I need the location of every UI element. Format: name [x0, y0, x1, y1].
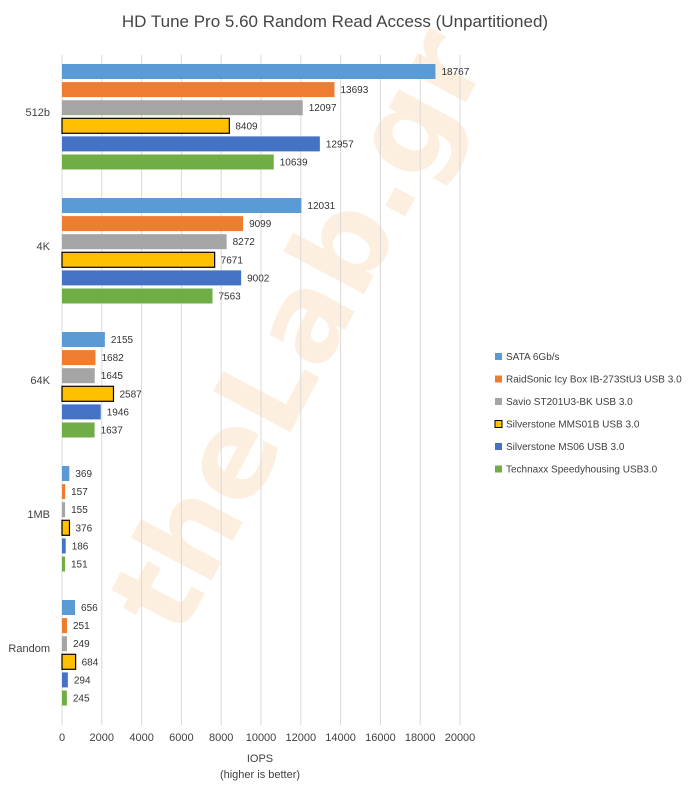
bar — [62, 368, 95, 384]
x-tick-label: 2000 — [90, 732, 114, 744]
bar — [61, 117, 230, 134]
data-label: 12957 — [326, 139, 354, 150]
legend-label: Savio ST201U3-BK USB 3.0 — [506, 397, 633, 408]
x-axis-title: IOPS — [247, 753, 273, 765]
data-label: 376 — [75, 523, 92, 534]
legend-swatch — [495, 353, 502, 360]
data-label: 1645 — [101, 371, 124, 382]
bar — [61, 519, 71, 536]
x-tick-label: 6000 — [169, 732, 193, 744]
chart-title: HD Tune Pro 5.60 Random Read Access (Unp… — [122, 12, 548, 31]
data-label: 18767 — [441, 67, 469, 78]
x-tick-label: 0 — [59, 732, 65, 744]
legend-label: Silverstone MMS01B USB 3.0 — [506, 420, 640, 431]
bar — [61, 251, 216, 268]
data-label: 245 — [73, 694, 90, 705]
bar — [62, 136, 320, 152]
category-label: 4K — [37, 241, 51, 253]
bar — [62, 288, 213, 304]
x-tick-label: 16000 — [365, 732, 396, 744]
bar — [62, 216, 244, 232]
data-label: 249 — [73, 639, 90, 650]
legend-swatch — [495, 443, 502, 450]
data-label: 656 — [81, 603, 98, 614]
category-labels: 512b 4K 64K 1MB Random — [8, 107, 50, 655]
bar — [62, 198, 302, 213]
bars — [61, 64, 436, 706]
data-label: 294 — [74, 675, 91, 686]
legend: SATA 6Gb/s RaidSonic Icy Box IB-273StU3 U… — [494, 352, 682, 476]
data-label: 251 — [73, 621, 90, 632]
data-label: 9002 — [247, 273, 270, 284]
x-tick-label: 8000 — [209, 732, 233, 744]
bar — [62, 422, 95, 438]
bar — [62, 154, 274, 170]
bar — [62, 234, 227, 250]
category-label: Random — [8, 643, 50, 655]
bar — [62, 538, 66, 554]
data-label: 2155 — [111, 335, 134, 346]
category-label: 1MB — [27, 509, 50, 521]
bar — [62, 350, 96, 366]
data-label: 9099 — [249, 219, 272, 230]
data-label: 1946 — [107, 407, 130, 418]
bar — [62, 404, 101, 420]
bar — [62, 502, 66, 518]
bar — [61, 653, 77, 670]
bar — [62, 64, 436, 79]
x-tick-label: 12000 — [286, 732, 317, 744]
data-label: 2587 — [119, 389, 142, 400]
x-tick-label: 20000 — [445, 732, 476, 744]
data-label: 151 — [71, 560, 88, 571]
bar — [62, 82, 335, 98]
bar — [62, 618, 67, 634]
legend-swatch — [495, 465, 502, 473]
data-label: 186 — [72, 541, 89, 552]
data-label: 13693 — [340, 85, 368, 96]
x-tick-label: 18000 — [405, 732, 436, 744]
data-label: 1637 — [101, 426, 124, 437]
data-label: 157 — [71, 487, 88, 498]
data-label: 8272 — [233, 237, 256, 248]
legend-label: RaidSonic Icy Box IB-273StU3 USB 3.0 — [506, 375, 682, 386]
bar — [61, 385, 115, 402]
category-label: 64K — [30, 375, 50, 387]
bar — [62, 332, 105, 347]
data-label: 12031 — [307, 201, 335, 212]
data-label: 8409 — [235, 121, 258, 132]
legend-label: SATA 6Gb/s — [506, 352, 560, 363]
legend-swatch — [494, 420, 503, 428]
data-label: 684 — [82, 657, 99, 668]
bar — [62, 672, 68, 688]
x-axis-subtitle: (higher is better) — [220, 769, 300, 781]
data-label: 10639 — [280, 158, 308, 169]
bar — [62, 600, 76, 615]
data-label: 7671 — [221, 255, 244, 266]
legend-label: Silverstone MS06 USB 3.0 — [506, 442, 625, 453]
bar — [62, 100, 303, 116]
data-label: 155 — [71, 505, 88, 516]
legend-swatch — [495, 375, 502, 383]
bar — [62, 690, 67, 706]
bar — [62, 556, 66, 572]
x-tick-label: 14000 — [325, 732, 356, 744]
data-label: 12097 — [309, 103, 337, 114]
data-label: 369 — [75, 469, 92, 480]
bar — [62, 484, 66, 500]
bar — [62, 636, 67, 652]
legend-swatch — [495, 398, 502, 405]
x-tick-label: 10000 — [246, 732, 277, 744]
category-label: 512b — [26, 107, 50, 119]
x-tick-label: 4000 — [129, 732, 153, 744]
x-axis-ticks: 0 2000 4000 6000 8000 10000 12000 14000 16000 180… — [59, 732, 475, 744]
bar — [62, 270, 242, 286]
data-label: 7563 — [219, 292, 242, 303]
data-label: 1682 — [101, 353, 124, 364]
bar — [62, 466, 70, 481]
legend-label: Technaxx Speedyhousing USB3.0 — [506, 465, 658, 476]
